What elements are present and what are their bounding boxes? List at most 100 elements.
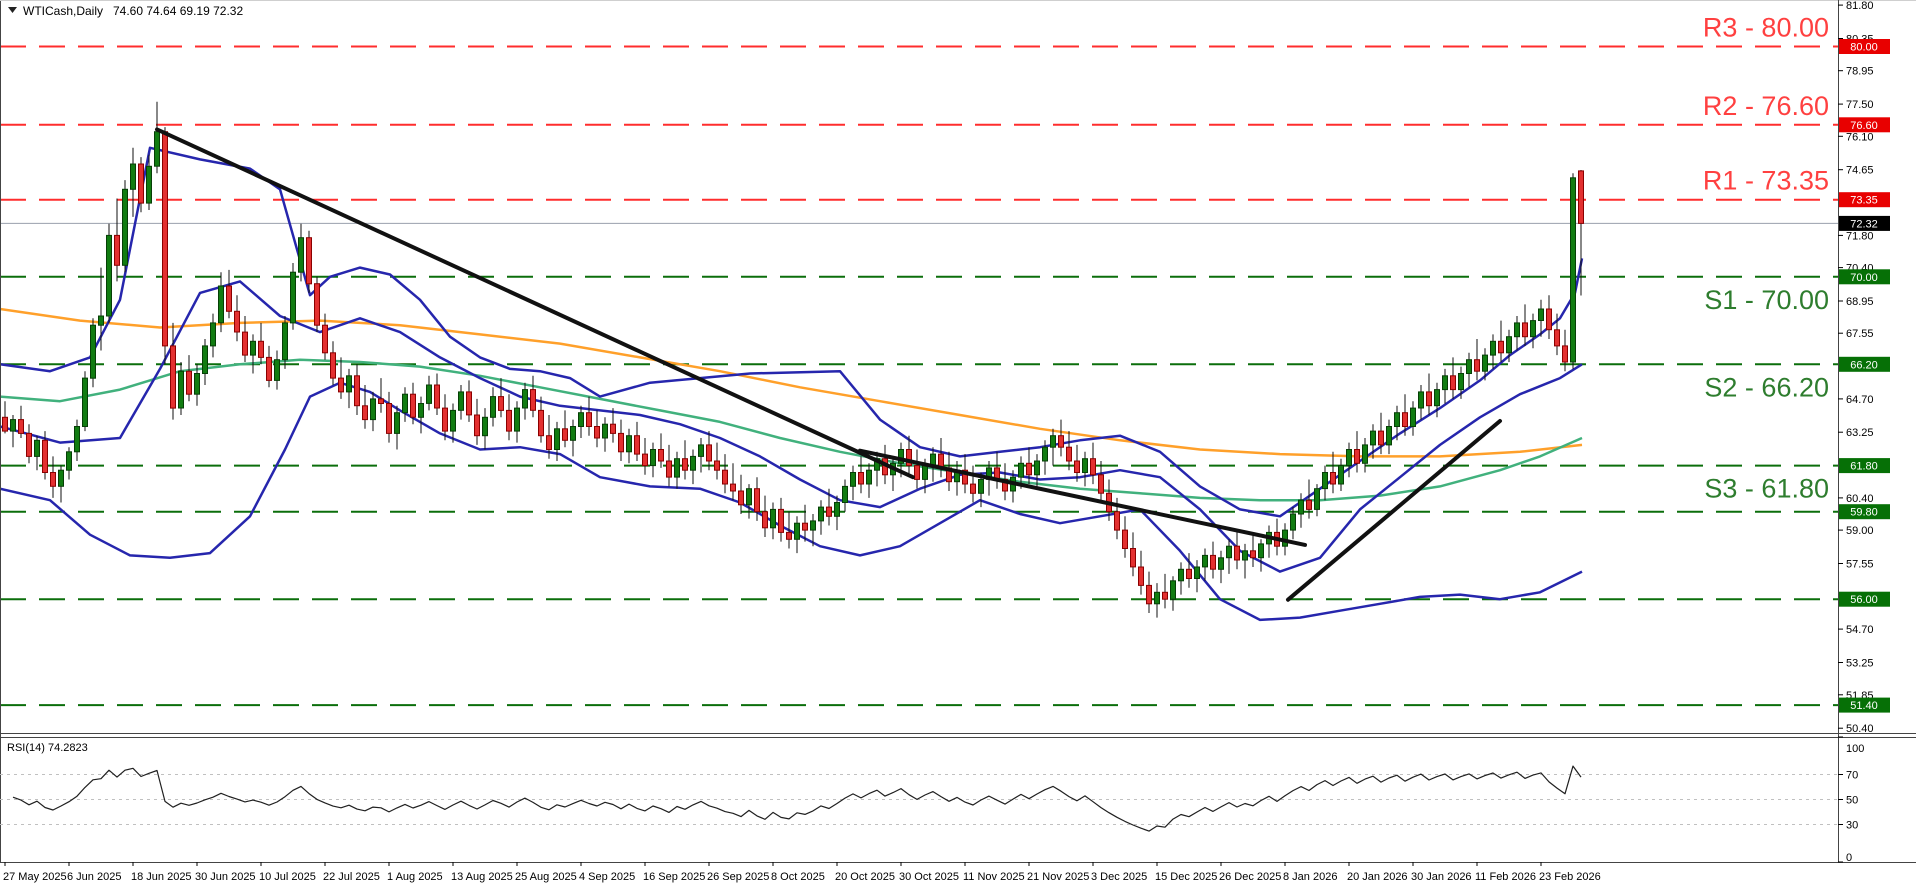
candle bbox=[1322, 465, 1328, 501]
candle bbox=[378, 378, 384, 413]
candle bbox=[1186, 553, 1192, 588]
time-tick-label: 8 Oct 2025 bbox=[771, 871, 825, 883]
candle bbox=[26, 424, 32, 464]
candle bbox=[970, 465, 976, 503]
trendline-2[interactable] bbox=[858, 448, 1307, 547]
candle bbox=[1298, 493, 1304, 528]
rsi-line[interactable] bbox=[12, 765, 1582, 832]
trendline-3[interactable] bbox=[1286, 419, 1502, 602]
candle bbox=[1450, 357, 1456, 399]
price-axis[interactable]: 81.8080.3578.9577.5076.1074.6571.8070.40… bbox=[1838, 0, 1890, 735]
price-badge-value: 76.60 bbox=[1850, 120, 1878, 132]
rsi-axis-label: 100 bbox=[1846, 743, 1864, 755]
candle bbox=[690, 449, 696, 485]
candle bbox=[618, 419, 624, 461]
candle bbox=[826, 488, 832, 526]
time-tick-label: 20 Jan 2026 bbox=[1347, 871, 1408, 883]
candle bbox=[626, 428, 632, 464]
candle bbox=[1514, 316, 1520, 351]
candle bbox=[546, 415, 552, 459]
candle bbox=[1578, 170, 1584, 296]
candle bbox=[354, 364, 360, 415]
price-tick-label: 54.70 bbox=[1846, 624, 1874, 636]
candle bbox=[1426, 373, 1432, 415]
candle bbox=[1162, 573, 1168, 609]
candle bbox=[666, 444, 672, 487]
candle bbox=[242, 316, 248, 362]
trendlines[interactable] bbox=[155, 127, 1502, 602]
symbol-title: WTICash,Daily bbox=[23, 4, 103, 18]
level-label-R2: R2 - 76.60 bbox=[1703, 91, 1829, 121]
candle bbox=[802, 504, 808, 542]
candle bbox=[18, 405, 24, 438]
candle bbox=[586, 396, 592, 436]
candle bbox=[850, 465, 856, 501]
candle bbox=[1178, 562, 1184, 595]
time-tick-label: 16 Sep 2025 bbox=[643, 871, 705, 883]
candle bbox=[1410, 401, 1416, 436]
price-tick-label: 81.80 bbox=[1846, 0, 1874, 12]
candle bbox=[634, 421, 640, 461]
candle bbox=[322, 313, 328, 360]
candle bbox=[114, 198, 120, 282]
price-tick-label: 50.40 bbox=[1846, 723, 1874, 735]
price-badge-value: 80.00 bbox=[1850, 42, 1878, 54]
candle bbox=[858, 456, 864, 494]
candle bbox=[554, 421, 560, 461]
candle bbox=[1306, 479, 1312, 519]
time-tick-label: 20 Oct 2025 bbox=[835, 871, 895, 883]
level-label-S3: S3 - 61.80 bbox=[1704, 474, 1829, 504]
candle bbox=[674, 451, 680, 489]
indicator-overlays[interactable] bbox=[0, 146, 1584, 622]
candle bbox=[50, 456, 56, 498]
candle bbox=[450, 403, 456, 443]
price-tick-label: 63.25 bbox=[1846, 427, 1874, 439]
bollinger-lower-line[interactable] bbox=[0, 381, 1583, 622]
rsi-axis-label: 70 bbox=[1846, 770, 1858, 782]
medium-ma-line[interactable] bbox=[0, 358, 1583, 502]
candle bbox=[10, 415, 16, 448]
candle bbox=[1498, 320, 1504, 362]
candle bbox=[498, 378, 504, 418]
candle bbox=[98, 267, 104, 351]
candle bbox=[1026, 447, 1032, 485]
time-tick-label: 18 Jun 2025 bbox=[131, 871, 192, 883]
candle bbox=[1090, 442, 1096, 485]
candle bbox=[42, 431, 48, 480]
candle bbox=[1050, 428, 1056, 466]
candle bbox=[146, 154, 152, 210]
candle bbox=[266, 345, 272, 388]
candle bbox=[1554, 313, 1560, 356]
candle bbox=[1506, 329, 1512, 362]
candle bbox=[1458, 366, 1464, 399]
candle bbox=[866, 463, 872, 498]
candle bbox=[1234, 532, 1240, 570]
time-axis[interactable]: 27 May 2025 6 Jun 2025 18 Jun 2025 30 Jun 2… bbox=[3, 862, 1601, 883]
trendline-1[interactable] bbox=[155, 127, 915, 480]
candle bbox=[1490, 334, 1496, 369]
price-tick-label: 78.95 bbox=[1846, 66, 1874, 78]
candle bbox=[602, 417, 608, 452]
price-badge bbox=[1839, 458, 1890, 474]
candle bbox=[1242, 543, 1248, 579]
price-badge bbox=[1839, 117, 1890, 133]
bollinger-middle-line[interactable] bbox=[0, 280, 1583, 573]
candle bbox=[474, 398, 480, 445]
price-tick-label: 64.70 bbox=[1846, 394, 1874, 406]
time-tick-label: 21 Nov 2025 bbox=[1027, 871, 1089, 883]
candle bbox=[562, 410, 568, 448]
candle bbox=[458, 385, 464, 420]
candle bbox=[74, 419, 80, 461]
support-resistance-lines[interactable] bbox=[0, 45, 1838, 707]
rsi-panel[interactable]: 100 70 50 30 0 bbox=[0, 736, 1864, 864]
price-badge bbox=[1839, 504, 1890, 520]
price-tick-label: 71.80 bbox=[1846, 230, 1874, 242]
price-badge bbox=[1839, 356, 1890, 372]
candle bbox=[938, 438, 944, 478]
candle bbox=[426, 375, 432, 411]
candle bbox=[1098, 461, 1104, 503]
rsi-axis-label: 0 bbox=[1846, 852, 1852, 864]
candle bbox=[1330, 451, 1336, 494]
collapse-triangle-icon[interactable] bbox=[8, 7, 17, 13]
